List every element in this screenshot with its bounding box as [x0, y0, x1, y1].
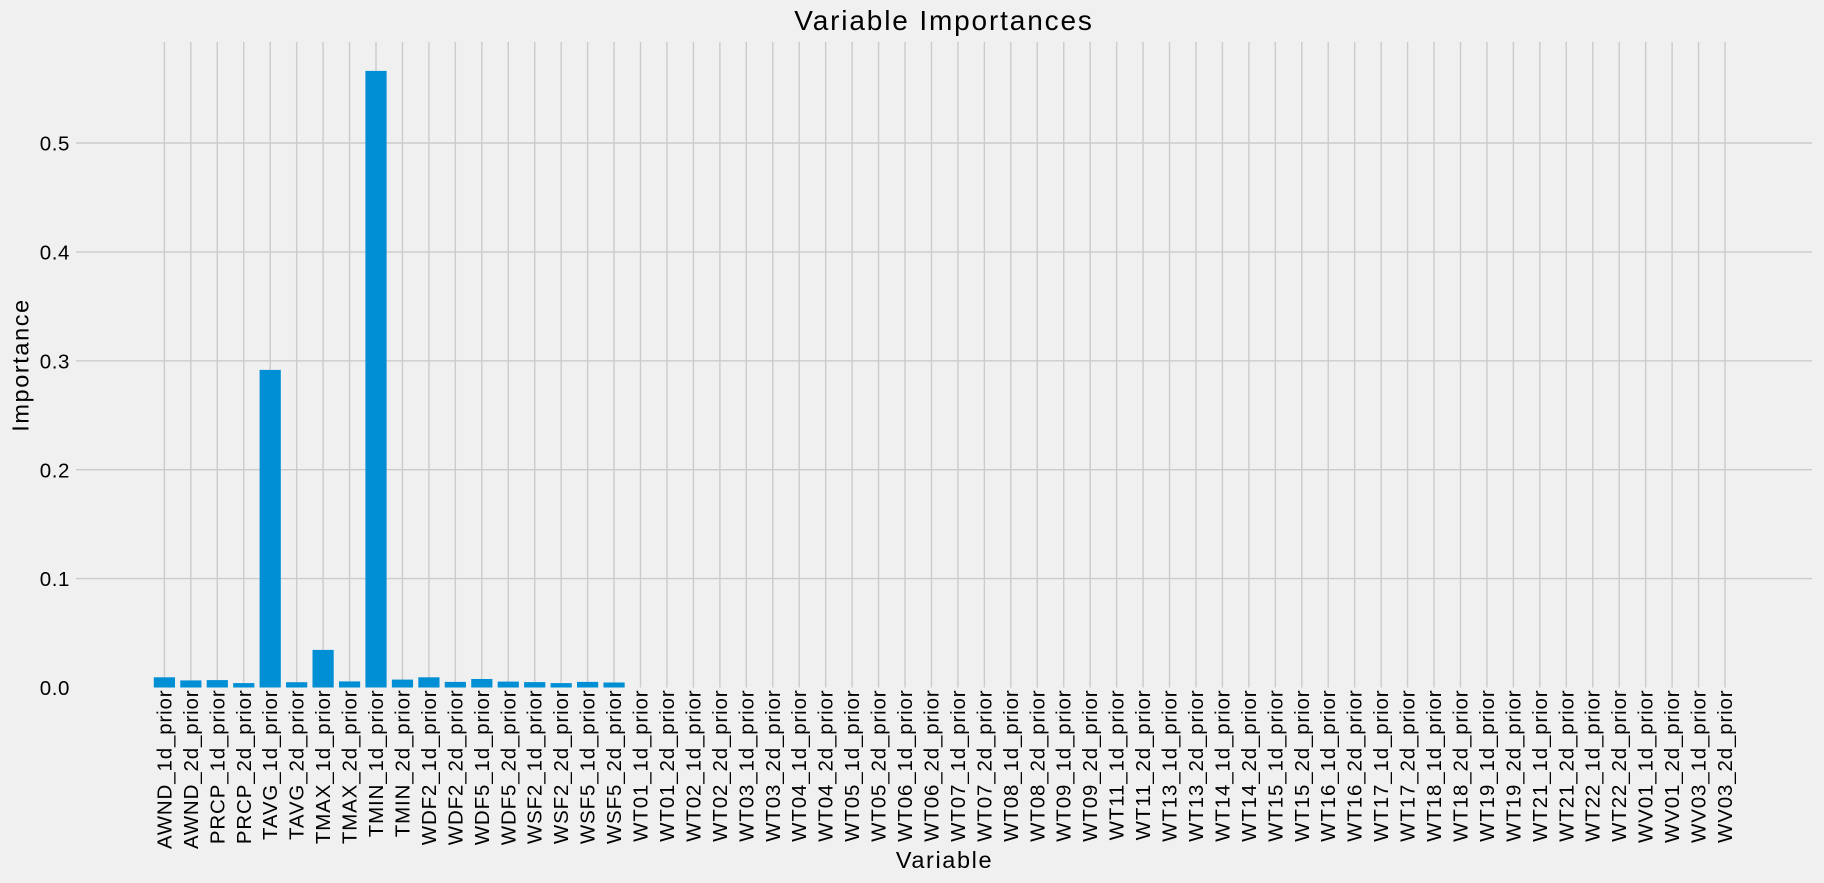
svg-text:Variable Importances: Variable Importances [794, 5, 1094, 36]
svg-text:WT17_2d_prior: WT17_2d_prior [1397, 690, 1420, 842]
svg-text:WT22_1d_prior: WT22_1d_prior [1582, 690, 1605, 842]
svg-text:WT16_1d_prior: WT16_1d_prior [1317, 690, 1340, 842]
svg-text:WT05_1d_prior: WT05_1d_prior [841, 690, 864, 842]
svg-text:WT01_1d_prior: WT01_1d_prior [630, 690, 653, 842]
svg-text:Variable: Variable [896, 847, 993, 873]
svg-text:PRCP_2d_prior: PRCP_2d_prior [233, 690, 256, 845]
svg-text:PRCP_1d_prior: PRCP_1d_prior [206, 690, 229, 845]
svg-text:WV03_1d_prior: WV03_1d_prior [1688, 690, 1711, 844]
svg-text:WT14_2d_prior: WT14_2d_prior [1238, 690, 1261, 842]
svg-text:WT06_2d_prior: WT06_2d_prior [920, 690, 943, 842]
svg-text:WT15_1d_prior: WT15_1d_prior [1264, 690, 1287, 842]
svg-text:WT01_2d_prior: WT01_2d_prior [656, 690, 679, 842]
svg-text:WT13_2d_prior: WT13_2d_prior [1185, 690, 1208, 842]
svg-text:WT21_1d_prior: WT21_1d_prior [1529, 690, 1552, 842]
svg-text:WDF2_1d_prior: WDF2_1d_prior [418, 690, 441, 846]
svg-text:WT08_2d_prior: WT08_2d_prior [1026, 690, 1049, 842]
svg-text:0.2: 0.2 [40, 459, 70, 482]
svg-text:WT18_2d_prior: WT18_2d_prior [1449, 690, 1472, 842]
svg-text:WT03_2d_prior: WT03_2d_prior [762, 690, 785, 842]
svg-text:WT02_1d_prior: WT02_1d_prior [682, 690, 705, 842]
svg-text:WV01_1d_prior: WV01_1d_prior [1635, 690, 1658, 844]
svg-text:TAVG_2d_prior: TAVG_2d_prior [286, 690, 309, 840]
svg-text:WT22_2d_prior: WT22_2d_prior [1608, 690, 1631, 842]
svg-text:WT02_2d_prior: WT02_2d_prior [709, 690, 732, 842]
svg-text:WSF2_2d_prior: WSF2_2d_prior [550, 690, 573, 845]
svg-text:WSF5_1d_prior: WSF5_1d_prior [577, 690, 600, 845]
svg-text:WT09_1d_prior: WT09_1d_prior [1053, 690, 1076, 842]
svg-text:WT09_2d_prior: WT09_2d_prior [1079, 690, 1102, 842]
svg-text:0.3: 0.3 [40, 350, 70, 373]
svg-text:WT04_1d_prior: WT04_1d_prior [788, 690, 811, 842]
svg-text:WT14_1d_prior: WT14_1d_prior [1211, 690, 1234, 842]
svg-text:WT13_1d_prior: WT13_1d_prior [1159, 690, 1182, 842]
svg-text:0.0: 0.0 [40, 677, 70, 700]
svg-text:WT11_1d_prior: WT11_1d_prior [1106, 690, 1129, 841]
svg-text:TMAX_2d_prior: TMAX_2d_prior [339, 690, 362, 845]
svg-text:WT04_2d_prior: WT04_2d_prior [815, 690, 838, 842]
svg-text:WT03_1d_prior: WT03_1d_prior [735, 690, 758, 842]
svg-text:WSF5_2d_prior: WSF5_2d_prior [603, 690, 626, 845]
svg-text:AWND_2d_prior: AWND_2d_prior [180, 690, 203, 850]
svg-text:WT18_1d_prior: WT18_1d_prior [1423, 690, 1446, 842]
svg-text:WT21_2d_prior: WT21_2d_prior [1555, 690, 1578, 842]
svg-text:WSF2_1d_prior: WSF2_1d_prior [524, 690, 547, 845]
svg-text:0.1: 0.1 [40, 568, 70, 591]
svg-text:WT19_2d_prior: WT19_2d_prior [1502, 690, 1525, 842]
svg-text:TAVG_1d_prior: TAVG_1d_prior [259, 690, 282, 840]
svg-text:WV03_2d_prior: WV03_2d_prior [1714, 690, 1737, 844]
svg-text:WT11_2d_prior: WT11_2d_prior [1132, 690, 1155, 841]
svg-text:WDF5_2d_prior: WDF5_2d_prior [497, 690, 520, 846]
svg-text:TMIN_2d_prior: TMIN_2d_prior [391, 690, 414, 838]
svg-text:WT19_1d_prior: WT19_1d_prior [1476, 690, 1499, 842]
svg-text:WT17_1d_prior: WT17_1d_prior [1370, 690, 1393, 842]
svg-text:WV01_2d_prior: WV01_2d_prior [1661, 690, 1684, 844]
svg-text:WT06_1d_prior: WT06_1d_prior [894, 690, 917, 842]
svg-text:AWND_1d_prior: AWND_1d_prior [153, 690, 176, 850]
svg-text:0.5: 0.5 [40, 133, 70, 156]
svg-text:0.4: 0.4 [40, 242, 70, 265]
svg-text:WT07_2d_prior: WT07_2d_prior [973, 690, 996, 842]
svg-text:TMIN_1d_prior: TMIN_1d_prior [365, 690, 388, 838]
svg-text:WDF5_1d_prior: WDF5_1d_prior [471, 690, 494, 846]
svg-text:TMAX_1d_prior: TMAX_1d_prior [312, 690, 335, 845]
svg-text:WT15_2d_prior: WT15_2d_prior [1291, 690, 1314, 842]
svg-text:WT08_1d_prior: WT08_1d_prior [1000, 690, 1023, 842]
svg-text:Importance: Importance [8, 298, 34, 432]
svg-text:WT16_2d_prior: WT16_2d_prior [1344, 690, 1367, 842]
svg-text:WT07_1d_prior: WT07_1d_prior [947, 689, 970, 841]
svg-text:WDF2_2d_prior: WDF2_2d_prior [444, 690, 467, 846]
svg-text:WT05_2d_prior: WT05_2d_prior [868, 690, 891, 842]
